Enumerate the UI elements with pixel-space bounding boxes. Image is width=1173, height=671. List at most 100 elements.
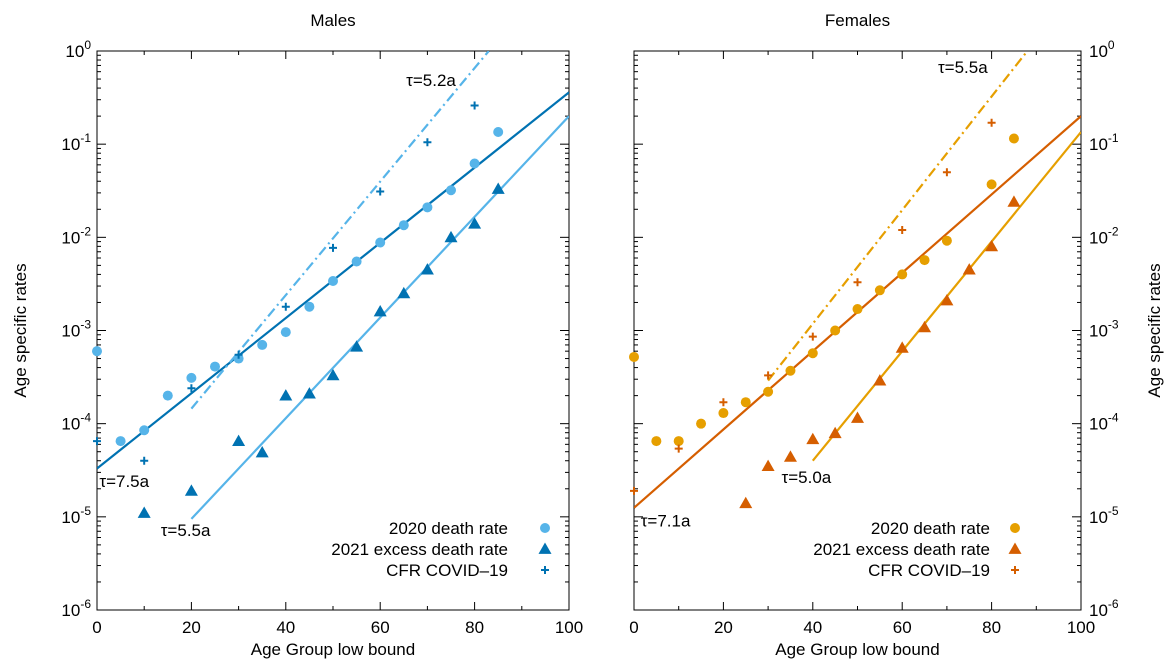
data-point [329, 243, 337, 252]
data-point [830, 325, 841, 336]
data-point [674, 444, 683, 453]
fit-annotation: τ=5.5a [161, 521, 211, 540]
y-tick-base: 10 [1089, 415, 1108, 434]
data-point [629, 351, 639, 362]
y-tick-label: 10-2 [1089, 224, 1119, 247]
data-point [785, 365, 796, 376]
y-tick-base: 10 [61, 322, 80, 341]
data-point [942, 168, 951, 177]
y-tick-base: 10 [1089, 508, 1108, 527]
data-point [828, 426, 842, 439]
x-axis-label: Age Group low bound [775, 640, 939, 659]
data-point [493, 127, 504, 138]
legend-label: 2021 excess death rate [331, 540, 508, 559]
fit-line [190, 115, 569, 520]
legend-label: 2020 death rate [871, 519, 990, 538]
y-axis-label: Age specific rates [1145, 263, 1164, 397]
y-tick-label: 10-4 [1089, 411, 1119, 434]
x-tick-label: 100 [555, 618, 583, 637]
panel-1: Males Age Group low bound Age specific rat… [11, 11, 583, 659]
x-tick-label: 80 [465, 618, 484, 637]
data-point [696, 418, 707, 429]
data-point [761, 459, 775, 472]
data-point [718, 408, 729, 419]
y-tick-base: 10 [1089, 228, 1108, 247]
data-point [764, 371, 773, 380]
data-point [302, 387, 316, 399]
y-tick-exponent: 0 [84, 38, 91, 52]
data-point [941, 235, 952, 246]
x-tick-label: 80 [982, 618, 1001, 637]
y-tick-base: 10 [61, 508, 80, 527]
panel-title: Females [825, 11, 890, 30]
x-tick-label: 0 [629, 618, 638, 637]
data-point [375, 237, 386, 248]
x-tick-label: 20 [714, 618, 733, 637]
data-point [93, 437, 101, 446]
y-tick-exponent: 0 [1108, 38, 1115, 52]
data-point [139, 425, 150, 436]
data-point [940, 293, 954, 306]
panel-2: Females Age Group low bound Age specific r… [629, 11, 1164, 659]
y-tick-label: 10-1 [1089, 131, 1119, 154]
data-point [444, 230, 458, 243]
y-tick-exponent: -6 [80, 597, 91, 611]
fit-annotation: τ=7.1a [641, 511, 691, 530]
data-point [115, 436, 126, 447]
data-point [423, 138, 432, 147]
data-point [422, 202, 433, 213]
data-point [491, 182, 505, 194]
y-tick-label: 10-3 [61, 318, 91, 341]
legend-label: CFR COVID–19 [386, 561, 508, 580]
data-point [351, 256, 362, 267]
data-point [469, 158, 480, 169]
data-point [1008, 133, 1019, 144]
data-point [897, 269, 908, 280]
legend-label: CFR COVID–19 [868, 561, 990, 580]
y-tick-base: 10 [1089, 42, 1108, 61]
y-tick-label: 10-1 [61, 131, 91, 154]
y-tick-label: 100 [65, 38, 91, 61]
y-tick-exponent: -2 [80, 224, 91, 238]
fit-annotation: τ=5.0a [782, 468, 832, 487]
y-tick-exponent: -1 [80, 131, 91, 145]
data-point [470, 101, 479, 110]
data-point [852, 304, 863, 315]
y-tick-base: 10 [61, 135, 80, 154]
legend-label: 2020 death rate [389, 519, 508, 538]
legend-marker [1010, 523, 1020, 533]
data-point [740, 397, 751, 408]
data-point [783, 450, 797, 462]
y-tick-base: 10 [61, 415, 80, 434]
y-tick-base: 10 [61, 601, 80, 620]
data-point [162, 390, 173, 401]
data-point [808, 332, 817, 341]
data-point [420, 263, 434, 275]
data-point [895, 341, 909, 353]
data-point [874, 285, 885, 296]
data-point [673, 436, 684, 447]
y-tick-exponent: -1 [1108, 131, 1119, 145]
y-axis-label: Age specific rates [11, 263, 30, 397]
data-point [137, 506, 151, 518]
legend-marker [538, 542, 552, 554]
data-point [255, 446, 269, 458]
data-point [919, 255, 930, 266]
y-tick-base: 10 [1089, 135, 1108, 154]
data-point [468, 217, 482, 229]
data-point [186, 372, 197, 383]
fit-line [190, 51, 490, 410]
y-tick-label: 100 [1089, 38, 1115, 61]
data-point [92, 346, 102, 357]
data-point [985, 239, 999, 252]
y-tick-label: 10-2 [61, 224, 91, 247]
data-point [987, 118, 996, 127]
y-tick-label: 10-3 [1089, 318, 1119, 341]
data-point [962, 263, 976, 275]
y-tick-exponent: -2 [1108, 224, 1119, 238]
data-point [1007, 195, 1021, 207]
y-tick-exponent: -4 [80, 411, 91, 425]
y-tick-label: 10-5 [61, 504, 91, 527]
data-point [918, 320, 932, 333]
